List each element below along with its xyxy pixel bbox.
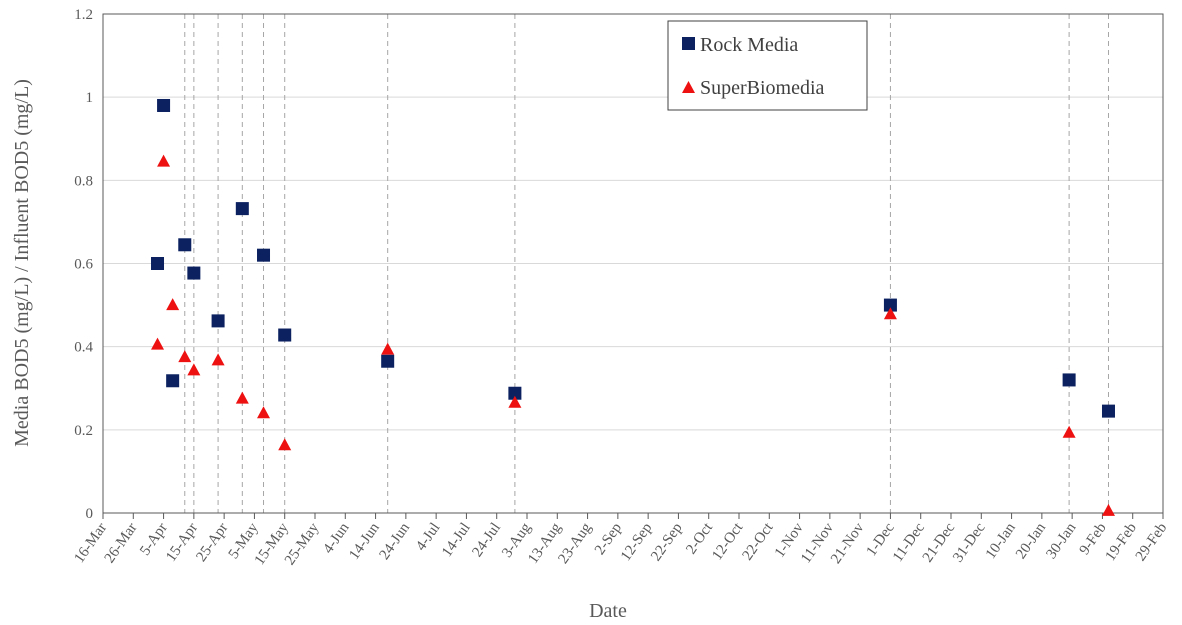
- rock-media-point: [166, 374, 180, 388]
- x-axis-title: Date: [589, 600, 627, 622]
- x-tick-label: 4-Jul: [413, 520, 443, 554]
- superbiomedia-point: [178, 350, 192, 363]
- grid-layer: [103, 13, 1163, 431]
- legend-box: [667, 20, 868, 111]
- y-tick-label: 0.6: [74, 257, 93, 273]
- y-tick-label: 0.2: [74, 423, 93, 439]
- rock-media-point: [883, 298, 897, 312]
- rock-media-point: [278, 328, 292, 342]
- x-tick-label: 23-Aug: [555, 520, 595, 567]
- superbiomedia-point: [235, 391, 249, 404]
- x-tick-label: 29-Feb: [1133, 520, 1170, 564]
- rock-media-point: [1101, 404, 1115, 418]
- superbiomedia-point: [151, 337, 165, 350]
- rock-media-point: [187, 266, 201, 280]
- x-tick-label: 20-Jan: [1013, 520, 1049, 562]
- superbiomedia-point: [211, 353, 225, 366]
- superbiomedia-point: [157, 154, 171, 167]
- y-tick-label: 0.4: [74, 340, 93, 356]
- superbiomedia-point: [381, 342, 395, 355]
- legend-label-rock-media: Rock Media: [700, 34, 798, 56]
- superbiomedia-point: [278, 438, 292, 451]
- axes: 00.20.40.60.811.216-Mar26-Mar5-Apr15-Apr…: [71, 7, 1170, 568]
- rock-media-point: [257, 248, 271, 262]
- x-tick-label: 24-Jun: [377, 520, 414, 563]
- superbiomedia-point: [508, 395, 522, 408]
- data-points: [151, 98, 1115, 516]
- rock-media-point: [211, 314, 225, 328]
- legend-marker-rock-media: [682, 37, 695, 50]
- x-tick-label: 14-Jul: [439, 520, 474, 560]
- x-tick-label: 24-Jul: [469, 520, 504, 560]
- superbiomedia-point: [257, 406, 271, 419]
- plot-area-border: [102, 13, 1164, 514]
- rock-media-point: [235, 202, 249, 216]
- rock-media-point: [151, 257, 165, 270]
- x-tick-label: 26-Mar: [102, 520, 141, 566]
- x-tick-label: 12-Oct: [709, 519, 746, 563]
- x-tick-label: 31-Dec: [950, 520, 989, 566]
- superbiomedia-point: [166, 298, 180, 311]
- rock-media-point: [381, 354, 395, 368]
- superbiomedia-point: [883, 307, 897, 320]
- x-tick-label: 19-Feb: [1103, 520, 1140, 564]
- y-tick-label: 0: [86, 506, 94, 522]
- x-tick-label: 25-Apr: [193, 520, 231, 565]
- x-tick-label: 21-Nov: [828, 520, 868, 567]
- x-tick-label: 22-Oct: [740, 519, 777, 563]
- y-tick-label: 1.2: [74, 7, 93, 23]
- x-tick-label: 14-Jun: [346, 520, 383, 563]
- x-tick-label: 30-Jan: [1043, 520, 1079, 562]
- rock-media-point: [1062, 373, 1076, 387]
- x-tick-label: 12-Sep: [618, 520, 655, 564]
- rock-media-point: [178, 238, 192, 252]
- y-tick-label: 0.8: [74, 173, 93, 189]
- y-tick-label: 1: [86, 90, 94, 106]
- legend: Rock Media SuperBiomedia: [667, 20, 868, 111]
- superbiomedia-point: [1062, 425, 1076, 438]
- legend-label-superbiomedia: SuperBiomedia: [700, 77, 825, 99]
- x-tick-label: 22-Sep: [648, 520, 685, 564]
- y-axis-title: Media BOD5 (mg/L) / Influent BOD5 (mg/L): [11, 79, 33, 447]
- x-tick-label: 10-Jan: [983, 520, 1019, 562]
- superbiomedia-point: [187, 363, 201, 376]
- superbiomedia-point: [1101, 503, 1115, 516]
- rock-media-point: [157, 98, 171, 112]
- legend-marker-superbiomedia: [682, 81, 695, 93]
- rock-media-point: [508, 386, 522, 400]
